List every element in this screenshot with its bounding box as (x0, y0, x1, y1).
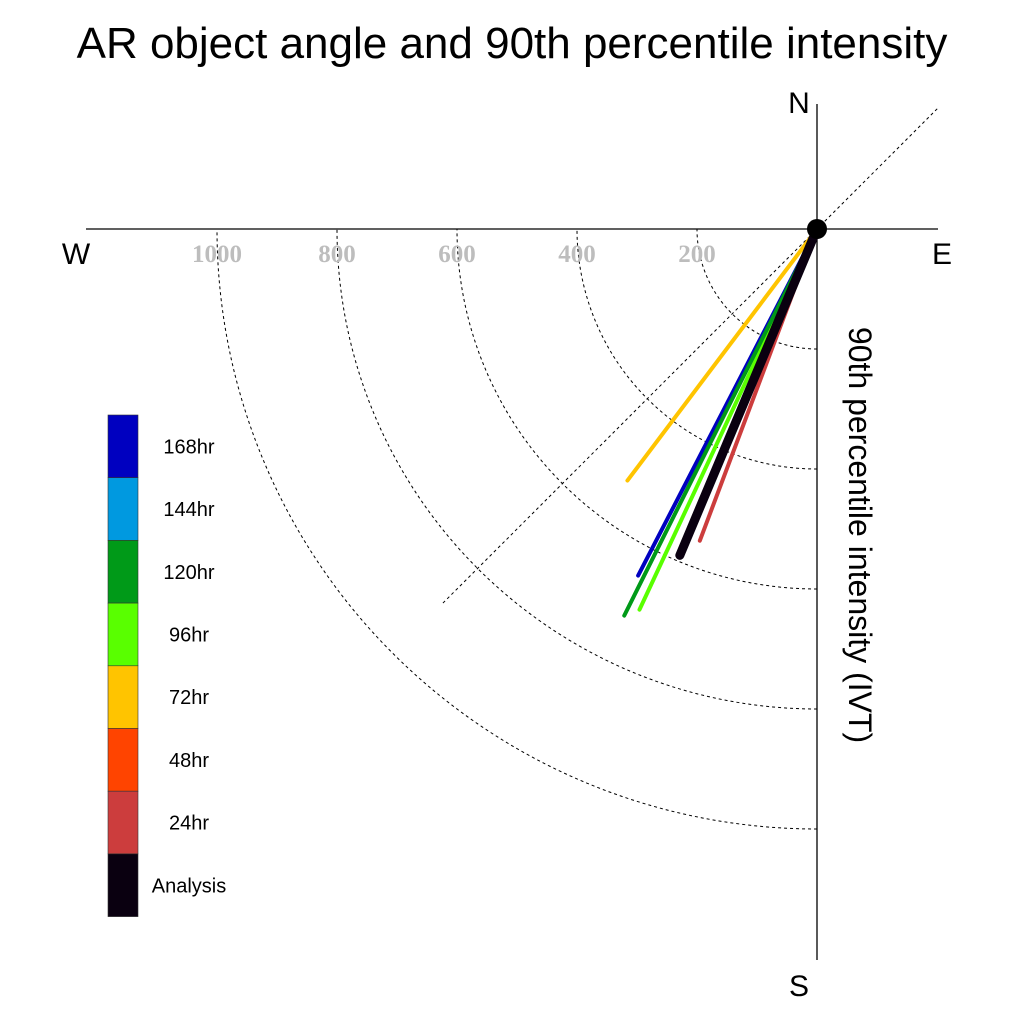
series-vector-120hr (622, 227, 819, 618)
vector-series (622, 224, 822, 618)
legend-swatch (107, 665, 139, 729)
legend-label: 72hr (169, 687, 209, 709)
compass-south-label: S (789, 970, 809, 1003)
compass-east-label: E (932, 238, 952, 271)
legend-label: Analysis (152, 875, 226, 897)
legend-label: 96hr (169, 624, 209, 646)
axes (86, 104, 938, 960)
radial-tick-labels: 200 400 600 800 1000 (192, 241, 716, 268)
legend-swatch (107, 853, 139, 917)
legend-swatch (107, 414, 139, 479)
compass-north-label: N (788, 87, 810, 120)
radial-tick-label: 1000 (192, 241, 242, 268)
legend-label: 144hr (163, 499, 214, 521)
radial-tick-label: 200 (678, 241, 716, 268)
diagonal-reference-line (441, 108, 938, 605)
grid (216, 108, 938, 830)
legend-swatch (107, 602, 139, 667)
legend-label: 24hr (169, 813, 209, 835)
legend-label: 48hr (169, 750, 209, 772)
legend-swatch (107, 477, 139, 541)
chart-title: AR object angle and 90th percentile inte… (77, 19, 948, 68)
legend-label: 120hr (163, 562, 214, 584)
legend: 168hr 144hr 120hr 96hr 72hr 48hr 24hr Analysis (107, 414, 226, 917)
origin-marker (807, 219, 827, 239)
series-vector-analysis (675, 224, 822, 560)
legend-swatch (107, 790, 139, 855)
compass-west-label: W (62, 238, 91, 271)
legend-swatch (107, 728, 139, 792)
legend-swatch (107, 540, 139, 604)
radial-tick-label: 800 (318, 241, 356, 268)
grid-arc (696, 228, 818, 350)
series-vector-72hr (625, 227, 819, 483)
radial-tick-label: 600 (438, 241, 476, 268)
legend-label: 168hr (163, 436, 214, 458)
grid-arc (216, 228, 818, 830)
radial-tick-label: 400 (558, 241, 596, 268)
y-axis-label: 90th percentile intensity (IVT) (842, 327, 878, 743)
